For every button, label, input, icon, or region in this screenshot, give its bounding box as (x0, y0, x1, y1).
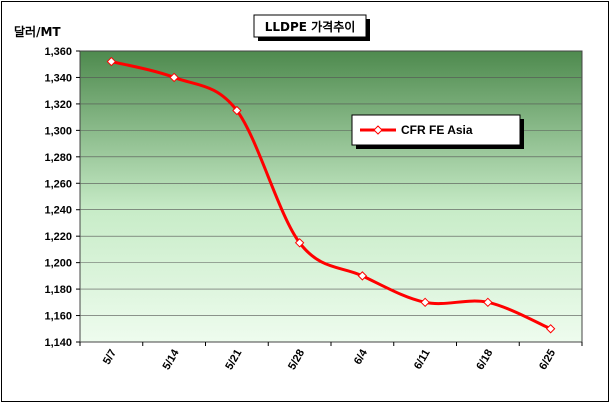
y-tick-label: 1,360 (44, 46, 72, 58)
gridlines (80, 77, 582, 316)
y-tick-label: 1,180 (44, 284, 72, 296)
y-tick-label: 1,160 (44, 311, 72, 323)
legend-label: CFR FE Asia (401, 123, 473, 137)
y-tick-label: 1,340 (44, 72, 72, 84)
data-point-marker (545, 324, 556, 334)
x-tick-label: 6/11 (412, 348, 433, 372)
x-tick-label: 5/14 (161, 347, 183, 372)
x-axis-ticks: 5/7 5/14 5/21 5/28 6/4 6/11 6/18 6/25 (79, 342, 583, 373)
y-axis-ticks: 1,140 1,160 1,180 1,200 1,220 1,240 1,260 1,280… (44, 46, 80, 349)
plot-area (79, 50, 583, 343)
y-tick-label: 1,300 (44, 125, 72, 137)
data-point-marker (232, 105, 242, 116)
y-tick-label: 1,260 (44, 178, 72, 190)
y-tick-label: 1,200 (44, 258, 72, 270)
data-point-marker (294, 238, 305, 248)
y-tick-label: 1,280 (44, 152, 72, 164)
y-axis-label: 달러/MT (14, 24, 61, 39)
data-point-marker (106, 56, 117, 67)
y-tick-label: 1,240 (44, 205, 72, 217)
x-tick-label: 6/18 (474, 348, 495, 373)
x-tick-label: 6/4 (352, 347, 370, 367)
y-tick-label: 1,220 (44, 231, 72, 243)
x-tick-label: 6/25 (537, 348, 558, 373)
x-tick-label: 5/21 (223, 348, 244, 373)
data-point-marker (357, 271, 368, 281)
data-point-marker (483, 297, 493, 308)
series-layer (106, 56, 556, 334)
legend-marker-swatch (373, 125, 383, 135)
chart-title: LLDPE 가격추이 (265, 19, 356, 34)
y-tick-label: 1,320 (44, 99, 72, 111)
x-tick-label: 5/7 (101, 348, 119, 367)
y-tick-label: 1,140 (44, 337, 72, 349)
data-point-marker (420, 297, 430, 308)
legend: CFR FE Asia (351, 114, 524, 149)
x-tick-label: 5/28 (286, 348, 307, 373)
chart-title-box: LLDPE 가격추이 (253, 14, 370, 41)
data-point-marker (169, 72, 179, 83)
series-line (111, 60, 552, 331)
